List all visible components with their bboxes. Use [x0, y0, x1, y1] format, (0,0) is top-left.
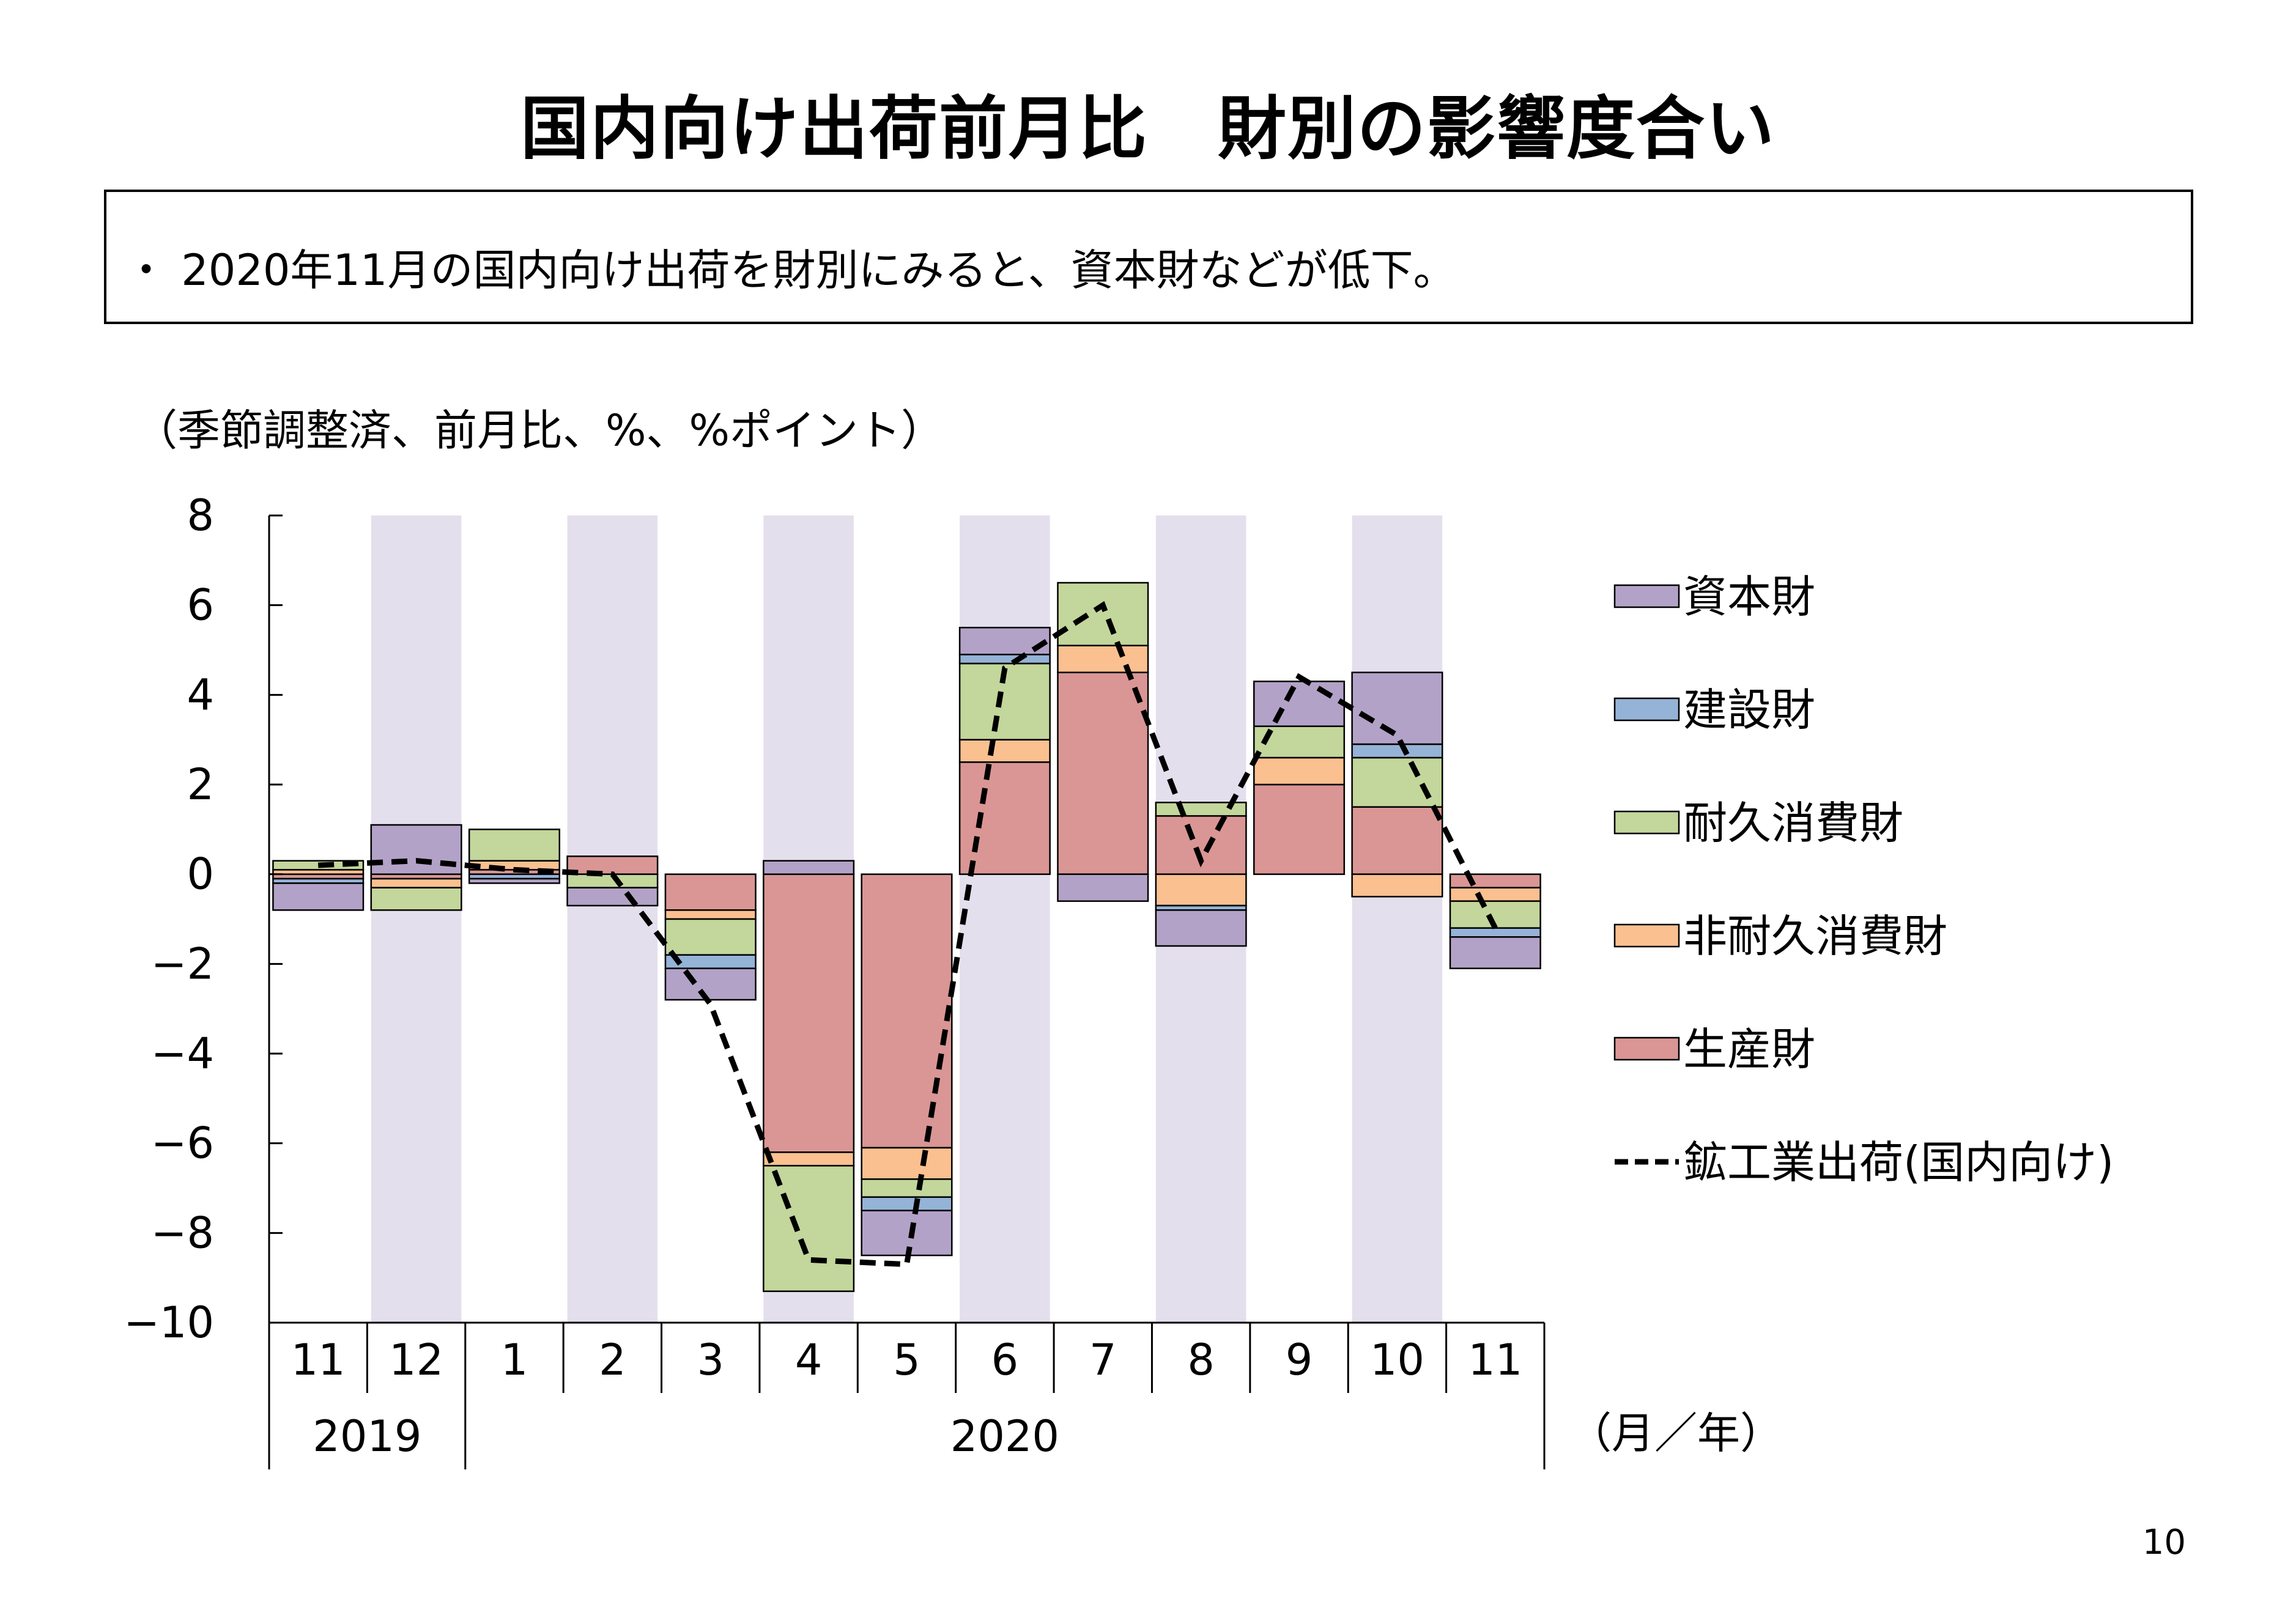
bar-segment	[1351, 806, 1443, 875]
bar-segment	[468, 877, 560, 884]
bar-segment	[958, 761, 1051, 875]
bar-segment	[958, 654, 1051, 665]
bar-segment	[370, 824, 462, 875]
x-tick-label: 9	[1286, 1335, 1313, 1385]
bar-segment	[1253, 681, 1346, 727]
y-tick-label: −4	[151, 1029, 214, 1079]
x-tick-label: 1	[501, 1335, 528, 1385]
bar-segment	[1449, 936, 1541, 969]
y-tick-label: −2	[151, 939, 214, 989]
legend-swatch	[1613, 697, 1680, 722]
x-tick-label: 12	[389, 1335, 443, 1385]
bar-segment	[763, 873, 855, 1153]
bar-segment	[664, 918, 757, 956]
y-tick-label: 0	[187, 849, 214, 900]
y-tick-label: −8	[151, 1208, 214, 1258]
x-tick-label: 5	[893, 1335, 920, 1385]
y-tick-label: 4	[187, 670, 214, 720]
bar-segment	[370, 877, 462, 888]
bar-segment	[664, 967, 757, 1001]
x-axis-unit: （月／年）	[1569, 1408, 1783, 1458]
bar-segment	[1253, 756, 1346, 786]
x-tick-label: 10	[1370, 1335, 1424, 1385]
shade-band	[1352, 515, 1443, 1323]
page-title: 国内向け出荷前月比 財別の影響度合い	[520, 89, 1776, 169]
unit-note: （季節調整済、前月比、%、%ポイント）	[135, 405, 944, 456]
shade-band	[371, 515, 462, 1323]
bar-segment	[1155, 873, 1247, 907]
bar-segment	[1351, 873, 1443, 898]
legend-label: 鉱工業出荷(国内向け)	[1683, 1137, 2114, 1188]
bar-segment	[958, 739, 1051, 763]
bar-segment	[1449, 887, 1541, 902]
bar-segment	[1057, 873, 1149, 902]
line-series	[317, 600, 1498, 1268]
bar-segment	[1449, 927, 1541, 938]
bar-segment	[1351, 756, 1443, 808]
summary-box: ・ 2020年11月の国内向け出荷を財別にみると、資本財などが低下。	[104, 190, 2193, 324]
x-tick-label: 4	[795, 1335, 823, 1385]
bar-segment	[272, 882, 365, 911]
page-number: 10	[2142, 1523, 2186, 1562]
bar-segment	[566, 887, 659, 907]
bar-segment	[370, 887, 462, 911]
y-tick-label: 2	[187, 759, 214, 810]
bar-segment	[861, 873, 953, 1149]
bar-segment	[664, 909, 757, 920]
x-tick-label: 7	[1089, 1335, 1117, 1385]
x-tick-label: 6	[991, 1335, 1019, 1385]
y-tick-label: 8	[187, 490, 214, 541]
x-year-label: 2020	[950, 1411, 1059, 1461]
bar-segment	[1057, 645, 1149, 673]
bar-segment	[763, 860, 855, 875]
bar-segment	[468, 829, 560, 862]
legend-swatch	[1613, 1036, 1680, 1061]
legend-swatch	[1613, 923, 1680, 948]
y-tick-label: 6	[187, 580, 214, 630]
legend-swatch	[1613, 810, 1680, 835]
bar-segment	[1253, 783, 1346, 875]
bar-segment	[1057, 582, 1149, 646]
bar-segment	[664, 873, 757, 911]
legend-swatch	[1613, 584, 1680, 608]
bar-segment	[1057, 671, 1149, 875]
bar-segment	[861, 1178, 953, 1198]
x-tick-label: 11	[291, 1335, 346, 1385]
x-tick-label: 2	[599, 1335, 626, 1385]
summary-text: ・ 2020年11月の国内向け出荷を財別にみると、資本財などが低下。	[125, 245, 1456, 295]
y-tick-label: −10	[124, 1298, 214, 1348]
legend-label: 資本財	[1683, 571, 1815, 622]
y-tick-label: −6	[151, 1118, 214, 1169]
x-tick-label: 11	[1468, 1335, 1522, 1385]
shade-band	[567, 515, 658, 1323]
bar-segment	[861, 1196, 953, 1211]
bar-segment	[1449, 873, 1541, 888]
bar-segment	[763, 1151, 855, 1167]
legend-label: 生産財	[1683, 1024, 1815, 1075]
x-year-label: 2019	[313, 1411, 421, 1461]
legend-label: 非耐久消費財	[1683, 911, 1947, 962]
bar-segment	[1351, 671, 1443, 745]
legend-label: 建設財	[1683, 684, 1815, 736]
x-tick-label: 3	[697, 1335, 724, 1385]
bar-segment	[763, 1165, 855, 1292]
bar-segment	[861, 1147, 953, 1180]
legend-label: 耐久消費財	[1683, 797, 1903, 849]
x-tick-label: 8	[1187, 1335, 1215, 1385]
bar-segment	[1155, 909, 1247, 947]
bar-segment	[1351, 743, 1443, 759]
bar-segment	[566, 855, 659, 875]
